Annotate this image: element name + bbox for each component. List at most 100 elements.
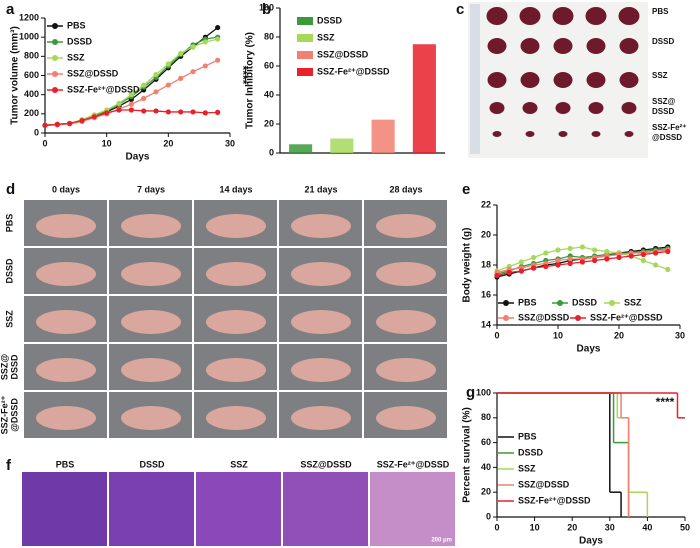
y-tick-label: 1000 (19, 32, 39, 42)
tumor-label: @DSSD (652, 133, 682, 142)
data-point (567, 256, 573, 262)
y-tick-label: 400 (24, 89, 39, 99)
legend-marker (503, 300, 509, 306)
data-point (128, 92, 134, 98)
bar (371, 119, 395, 153)
tumor (586, 72, 606, 88)
mouse (291, 214, 351, 238)
row-label: SSZ (4, 310, 14, 328)
data-point (128, 101, 134, 107)
tumor (586, 38, 606, 54)
x-tick-label: 30 (225, 138, 235, 148)
day-label: 7 days (137, 184, 165, 194)
legend-label: DSSD (518, 447, 544, 457)
mouse (36, 262, 96, 286)
significance: **** (656, 395, 675, 409)
legend-label: SSZ (518, 463, 536, 473)
mouse (206, 358, 266, 382)
data-point (579, 244, 586, 250)
tumor (588, 102, 604, 114)
row-label: SSZ-Fe²⁺ (0, 395, 9, 434)
y-axis-label: Percent survival (%) (462, 407, 473, 503)
x-tick-label: 0 (42, 138, 47, 148)
data-point (653, 262, 659, 268)
tumor (624, 131, 634, 137)
y-tick-label: 80 (481, 412, 491, 422)
y-tick-label: 800 (24, 51, 39, 61)
mouse (36, 406, 96, 430)
legend-label: SSZ@DSSD (317, 49, 369, 59)
mouse (291, 406, 351, 430)
data-point (640, 257, 647, 264)
mouse (376, 406, 436, 430)
legend-marker (52, 39, 58, 45)
data-point (665, 266, 671, 273)
data-point (543, 250, 549, 256)
y-tick-label: 20 (481, 487, 491, 497)
x-tick-label: 10 (530, 522, 540, 532)
x-tick-label: 20 (163, 138, 173, 148)
panel-label: g (466, 384, 475, 401)
x-axis-label: Days (126, 152, 150, 163)
tumor (520, 38, 540, 54)
panel-label: d (6, 181, 15, 198)
legend-label: SSZ-Fe²⁺@DSSD (518, 495, 591, 505)
x-axis-label: Days (577, 344, 601, 355)
tumor (525, 131, 535, 137)
histology-image (109, 472, 194, 546)
data-point (165, 109, 171, 115)
row-label: PBS (4, 214, 14, 233)
mouse (376, 214, 436, 238)
legend-marker (52, 71, 58, 77)
legend-label: PBS (518, 297, 537, 307)
tumor (519, 7, 541, 25)
data-point (116, 100, 122, 106)
tumor (487, 72, 507, 88)
bar (330, 138, 354, 153)
data-point (153, 89, 159, 95)
x-tick-label: 50 (680, 522, 690, 532)
y-tick-label: 60 (264, 60, 274, 70)
legend-marker (557, 300, 563, 306)
y-tick-label: 16 (481, 289, 491, 299)
histology-image (283, 472, 368, 546)
y-tick-label: 100 (476, 387, 491, 397)
y-tick-label: 60 (481, 437, 491, 447)
mouse (121, 358, 181, 382)
y-tick-label: 14 (481, 319, 491, 329)
data-point (518, 259, 525, 265)
data-point (190, 44, 196, 50)
data-point (555, 262, 561, 268)
data-point (104, 110, 110, 116)
legend-label: SSZ-Fe²⁺@DSSD (590, 312, 663, 322)
row-label: DSSD (4, 258, 14, 284)
mouse (376, 310, 436, 334)
legend-marker (52, 23, 58, 29)
data-point (153, 108, 159, 114)
data-point (592, 247, 598, 253)
histology-label: SSZ@DSSD (300, 459, 352, 469)
row-label: DSSD (9, 354, 19, 380)
data-point (202, 110, 208, 116)
y-axis-label: Body weight (g) (462, 228, 473, 303)
panel-label: e (462, 181, 470, 198)
mouse (36, 310, 96, 334)
panel-label: c (456, 1, 464, 18)
legend-label: SSZ-Fe²⁺@DSSD (67, 84, 140, 94)
ruler (470, 4, 480, 154)
data-point (215, 24, 221, 31)
legend-label: SSZ-Fe²⁺@DSSD (317, 66, 390, 76)
tumor (621, 102, 637, 114)
y-tick-label: 100 (259, 2, 274, 12)
mouse (121, 214, 181, 238)
data-point (653, 250, 659, 256)
legend-label: DSSD (317, 15, 343, 25)
y-tick-label: 18 (481, 259, 491, 269)
mouse (291, 358, 351, 382)
x-tick-label: 0 (494, 522, 499, 532)
x-tick-label: 40 (642, 522, 652, 532)
data-point (91, 114, 97, 120)
data-point (215, 57, 221, 63)
data-point (604, 248, 610, 255)
